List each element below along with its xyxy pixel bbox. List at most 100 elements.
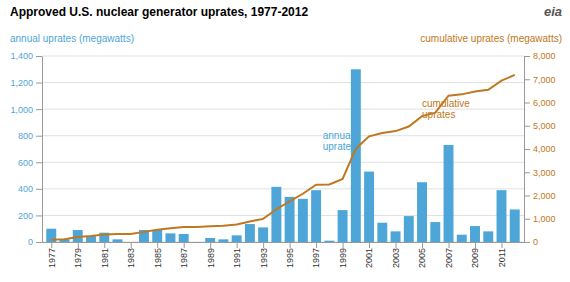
tick-label: 2009	[470, 248, 480, 268]
tick-mark	[524, 242, 530, 243]
bar	[430, 222, 440, 242]
annotation-line: uprates	[323, 141, 356, 152]
tick-label: 1995	[285, 248, 295, 268]
tick: 4,000	[524, 144, 556, 154]
bar	[497, 190, 507, 242]
bar	[298, 199, 308, 242]
tick-mark	[316, 242, 317, 248]
plot-area: 1977197919811983198519871989199119931995…	[10, 51, 555, 268]
bar	[377, 223, 387, 242]
axis-line	[43, 242, 525, 243]
tick-mark	[524, 56, 530, 57]
bar	[126, 242, 136, 243]
tick: 200	[18, 211, 42, 221]
tick-mark	[501, 242, 502, 248]
tick-mark	[36, 189, 42, 190]
tick: 2009	[470, 242, 480, 268]
tick: 1987	[179, 242, 189, 268]
tick-label: 1,400	[10, 51, 33, 61]
bar	[218, 239, 228, 242]
tick-mark	[36, 162, 42, 163]
tick: 1981	[100, 242, 110, 268]
annotation: annualuprates	[323, 130, 356, 152]
tick-label: 400	[18, 184, 33, 194]
tick: 1995	[285, 242, 295, 268]
tick-mark	[343, 242, 344, 248]
tick-label: 1983	[126, 248, 136, 268]
tick-mark	[237, 242, 238, 248]
tick: 1991	[232, 242, 242, 268]
bar	[179, 234, 189, 242]
tick-label: 2001	[364, 248, 374, 268]
tick-label: 1,000	[533, 214, 556, 224]
bar	[457, 235, 467, 242]
tick: 2011	[497, 242, 507, 267]
bar	[364, 172, 374, 242]
bar	[391, 231, 401, 242]
tick-mark	[524, 149, 530, 150]
tick-mark	[184, 242, 185, 248]
tick: 8,000	[524, 51, 556, 61]
tick-label: 800	[18, 131, 33, 141]
tick: 2007	[444, 242, 454, 268]
bar	[417, 182, 427, 242]
tick-mark	[524, 172, 530, 173]
tick: 1,000	[10, 105, 42, 115]
grid-line	[42, 56, 524, 57]
tick-mark	[36, 136, 42, 137]
tick-label: 1977	[47, 248, 57, 268]
bar	[232, 235, 242, 242]
bar	[338, 210, 348, 242]
bar	[404, 216, 414, 242]
tick: 7,000	[524, 75, 556, 85]
annotation-line: annual	[323, 130, 353, 141]
tick-mark	[36, 56, 42, 57]
tick-label: 1999	[338, 248, 348, 268]
tick: 1977	[47, 242, 57, 268]
y-axis: 02004006008001,0001,2001,400	[10, 51, 42, 247]
tick-mark	[524, 196, 530, 197]
tick-label: 1991	[232, 248, 242, 268]
grid-line	[42, 82, 524, 83]
chart: 1977197919811983198519871989199119931995…	[0, 0, 570, 282]
tick: 2001	[364, 242, 374, 268]
x-axis: 1977197919811983198519871989199119931995…	[43, 242, 525, 268]
line	[51, 75, 514, 240]
tick: 1989	[206, 242, 216, 268]
tick-mark	[422, 242, 423, 248]
bar	[324, 241, 334, 242]
tick-mark	[263, 242, 264, 248]
tick: 1999	[338, 242, 348, 268]
tick-mark	[157, 242, 158, 248]
bar	[271, 187, 281, 242]
tick: 1,200	[10, 78, 42, 88]
tick-label: 0	[28, 237, 33, 247]
grid-line	[42, 135, 524, 136]
tick-label: 1989	[206, 248, 216, 268]
tick: 800	[18, 131, 42, 141]
tick-mark	[51, 242, 52, 248]
bar	[113, 239, 123, 242]
tick-label: 2011	[497, 248, 507, 267]
tick-label: 5,000	[533, 121, 556, 131]
logo: eia	[544, 4, 562, 19]
tick: 2,000	[524, 191, 556, 201]
y-axis-title: annual uprates (megawatts)	[10, 33, 134, 44]
bar	[152, 230, 162, 242]
bar	[258, 227, 268, 242]
tick: 400	[18, 184, 42, 194]
tick: 1997	[311, 242, 321, 268]
bar	[245, 224, 255, 242]
annotation: cumulativeuprates	[422, 98, 470, 120]
tick: 5,000	[524, 121, 556, 131]
tick-mark	[104, 242, 105, 248]
tick-mark	[369, 242, 370, 248]
bar	[470, 226, 480, 242]
grid	[42, 56, 524, 242]
tick-mark	[131, 242, 132, 248]
tick-mark	[475, 242, 476, 248]
tick-mark	[524, 79, 530, 80]
tick-mark	[36, 109, 42, 110]
tick-mark	[36, 83, 42, 84]
y2-axis: 01,0002,0003,0004,0005,0006,0007,0008,00…	[524, 51, 556, 247]
